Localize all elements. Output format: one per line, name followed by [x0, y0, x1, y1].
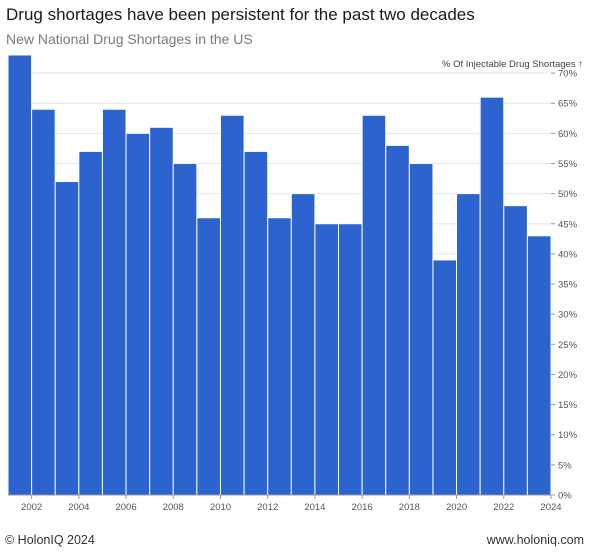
bar — [408, 162, 434, 496]
bar — [172, 162, 198, 496]
bar — [267, 217, 292, 496]
y-axis-label: % Of Injectable Drug Shortages ↑ — [442, 59, 583, 70]
bar — [125, 132, 151, 496]
y-tick-label: 20% — [558, 370, 578, 381]
y-tick-label: 30% — [558, 310, 578, 321]
y-tick-label: 40% — [558, 249, 578, 260]
y-tick-label: 5% — [558, 460, 572, 471]
x-tick-label: 2024 — [540, 502, 561, 513]
bar — [290, 193, 316, 496]
y-tick-label: 65% — [558, 99, 578, 110]
bars — [7, 54, 552, 496]
bar — [385, 144, 410, 496]
x-tick-label: 2018 — [399, 502, 420, 513]
bar — [503, 205, 528, 496]
bar — [338, 223, 363, 496]
x-tick-label: 2014 — [304, 502, 325, 513]
bar — [314, 223, 340, 496]
x-tick-label: 2012 — [257, 502, 278, 513]
chart-subtitle: New National Drug Shortages in the US — [6, 31, 253, 47]
x-tick-label: 2010 — [210, 502, 231, 513]
bar — [78, 150, 103, 496]
y-tick-label: 50% — [558, 189, 578, 200]
bar — [243, 150, 269, 496]
x-tick-label: 2022 — [493, 502, 514, 513]
y-tick-label: 25% — [558, 340, 578, 351]
y-tick-label: 55% — [558, 159, 578, 170]
y-tick-label: 10% — [558, 430, 578, 441]
chart-title: Drug shortages have been persistent for … — [6, 5, 475, 24]
copyright-text: © HolonIQ 2024 — [5, 533, 95, 547]
bar — [432, 259, 458, 496]
bar — [479, 96, 505, 496]
bar — [31, 108, 56, 496]
bar — [219, 114, 245, 496]
y-tick-label: 70% — [558, 69, 578, 80]
bar — [149, 126, 174, 496]
bar — [196, 217, 221, 496]
x-tick-label: 2016 — [352, 502, 373, 513]
bar — [526, 235, 552, 496]
bar — [101, 108, 127, 496]
y-tick-label: 15% — [558, 400, 578, 411]
website-link[interactable]: www.holoniq.com — [486, 533, 584, 547]
x-tick-label: 2020 — [446, 502, 467, 513]
bar — [361, 114, 387, 496]
x-tick-label: 2008 — [163, 502, 184, 513]
y-tick-label: 0% — [558, 491, 572, 502]
x-tick-label: 2002 — [21, 502, 42, 513]
y-tick-label: 60% — [558, 129, 578, 140]
x-axis: 2002 2004 2006 2008 2010 2012 2014 2016 2018 2020… — [8, 494, 562, 513]
x-tick-label: 2006 — [115, 502, 136, 513]
y-axis: 0% 5% 10% 15% 20% 25% 30% 35% 40% 45% 50% 55% 60% 65%… — [551, 69, 578, 502]
bar — [54, 181, 80, 496]
bar — [7, 54, 33, 496]
y-tick-label: 35% — [558, 280, 578, 291]
x-tick-label: 2004 — [68, 502, 89, 513]
bar — [456, 193, 481, 496]
y-tick-label: 45% — [558, 219, 578, 230]
